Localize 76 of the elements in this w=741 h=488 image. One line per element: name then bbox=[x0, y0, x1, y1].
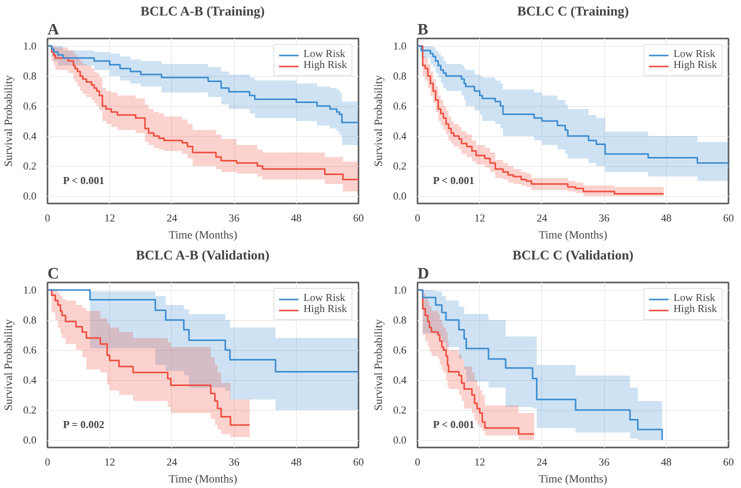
y-tick-label: 0.4 bbox=[23, 132, 38, 142]
y-tick-label: 0.0 bbox=[393, 192, 407, 202]
x-tick-label: 24 bbox=[536, 458, 548, 468]
x-tick-label: 48 bbox=[660, 458, 672, 468]
legend-label: High Risk bbox=[673, 60, 717, 71]
legend-label: Low Risk bbox=[673, 49, 716, 60]
y-tick-label: 0.0 bbox=[393, 436, 407, 446]
y-tick-label: 0.8 bbox=[23, 72, 37, 82]
y-tick-label: 0.6 bbox=[23, 346, 38, 356]
legend-label: Low Risk bbox=[673, 293, 716, 304]
chart-title: BCLC A-B (Training) bbox=[140, 4, 265, 18]
y-tick-label: 0.6 bbox=[393, 102, 408, 112]
x-axis-title: Time (Months) bbox=[168, 230, 238, 242]
annotation: P < 0.001 bbox=[433, 176, 474, 187]
y-axis-title: Survival Probability bbox=[373, 318, 386, 411]
x-tick-label: 0 bbox=[44, 214, 50, 224]
x-tick-label: 60 bbox=[723, 214, 734, 224]
y-tick-label: 0.0 bbox=[23, 192, 37, 202]
y-tick-label: 0.8 bbox=[393, 72, 407, 82]
y-tick-label: 1.0 bbox=[23, 286, 37, 296]
chart-title: BCLC C (Training) bbox=[517, 4, 629, 18]
y-tick-label: 1.0 bbox=[393, 42, 407, 52]
legend-label: Low Risk bbox=[303, 293, 346, 304]
y-tick-label: 0.2 bbox=[23, 162, 37, 172]
legend-label: Low Risk bbox=[303, 49, 346, 60]
annotation: P < 0.001 bbox=[433, 420, 474, 431]
x-axis-title: Time (Months) bbox=[538, 230, 608, 242]
x-tick-label: 0 bbox=[414, 214, 420, 224]
y-tick-label: 0.6 bbox=[393, 346, 408, 356]
x-tick-label: 12 bbox=[104, 214, 116, 224]
y-axis-title: Survival Probability bbox=[3, 74, 16, 167]
x-tick-label: 24 bbox=[536, 214, 548, 224]
x-tick-label: 48 bbox=[290, 458, 302, 468]
y-tick-label: 0.2 bbox=[393, 406, 407, 416]
x-axis-title: Time (Months) bbox=[538, 474, 608, 486]
chart-title: BCLC C (Validation) bbox=[512, 248, 634, 262]
y-tick-label: 0.8 bbox=[23, 316, 37, 326]
y-tick-label: 0.8 bbox=[393, 316, 407, 326]
x-tick-label: 0 bbox=[44, 458, 50, 468]
x-tick-label: 24 bbox=[166, 458, 178, 468]
chart-title: BCLC A-B (Validation) bbox=[136, 248, 270, 262]
y-tick-label: 0.4 bbox=[393, 376, 408, 386]
x-tick-label: 60 bbox=[353, 458, 364, 468]
y-tick-label: 0.4 bbox=[23, 376, 38, 386]
y-axis-title: Survival Probability bbox=[3, 318, 16, 411]
annotation: P < 0.001 bbox=[63, 176, 104, 187]
y-tick-label: 1.0 bbox=[393, 286, 407, 296]
y-axis-title: Survival Probability bbox=[373, 74, 386, 167]
x-tick-label: 12 bbox=[474, 458, 486, 468]
y-tick-label: 0.4 bbox=[393, 132, 408, 142]
text: A bbox=[48, 22, 60, 38]
y-tick-label: 0.0 bbox=[23, 436, 37, 446]
legend-label: High Risk bbox=[303, 60, 347, 71]
text: B bbox=[418, 22, 428, 38]
text: C bbox=[48, 266, 60, 282]
x-tick-label: 24 bbox=[166, 214, 178, 224]
x-tick-label: 60 bbox=[723, 458, 734, 468]
y-tick-label: 0.2 bbox=[393, 162, 407, 172]
x-tick-label: 36 bbox=[228, 458, 240, 468]
y-tick-label: 0.6 bbox=[23, 102, 38, 112]
x-tick-label: 48 bbox=[660, 214, 672, 224]
x-axis-title: Time (Months) bbox=[168, 474, 238, 486]
x-tick-label: 12 bbox=[104, 458, 116, 468]
x-tick-label: 0 bbox=[414, 458, 420, 468]
text: D bbox=[418, 266, 430, 282]
x-tick-label: 12 bbox=[474, 214, 486, 224]
x-tick-label: 48 bbox=[290, 214, 302, 224]
x-tick-label: 60 bbox=[353, 214, 364, 224]
y-tick-label: 0.2 bbox=[23, 406, 37, 416]
annotation: P = 0.002 bbox=[63, 420, 104, 431]
x-tick-label: 36 bbox=[598, 214, 610, 224]
x-tick-label: 36 bbox=[598, 458, 610, 468]
legend-label: High Risk bbox=[303, 304, 347, 315]
x-tick-label: 36 bbox=[228, 214, 240, 224]
legend-label: High Risk bbox=[673, 304, 717, 315]
y-tick-label: 1.0 bbox=[23, 42, 37, 52]
